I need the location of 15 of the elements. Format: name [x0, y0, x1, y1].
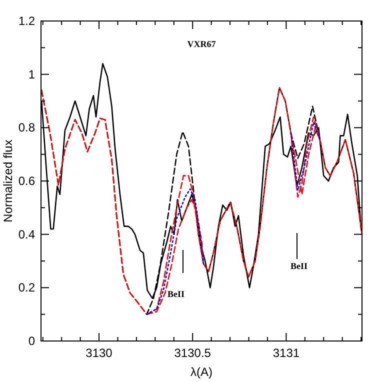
y-tick-label: 0.8 — [18, 120, 36, 135]
x-tick-label: 3131 — [272, 346, 300, 360]
x-axis-title: λ(A) — [190, 365, 212, 379]
annotation: VXR67 — [187, 39, 216, 49]
y-tick-label: 1.2 — [18, 14, 36, 28]
annotation: BeII — [167, 289, 185, 299]
annotation: BeII — [290, 261, 308, 271]
x-tick-label: 3130.5 — [174, 346, 212, 360]
y-tick-label: 0.6 — [18, 174, 36, 188]
y-tick-label: 1 — [28, 67, 36, 82]
y-tick-label: 0.2 — [18, 280, 36, 295]
x-tick-label: 3130 — [86, 346, 113, 360]
y-tick-label: 0.4 — [18, 227, 36, 242]
y-axis-title: Normalized flux — [1, 140, 15, 222]
y-tick-label: 0 — [28, 334, 36, 348]
